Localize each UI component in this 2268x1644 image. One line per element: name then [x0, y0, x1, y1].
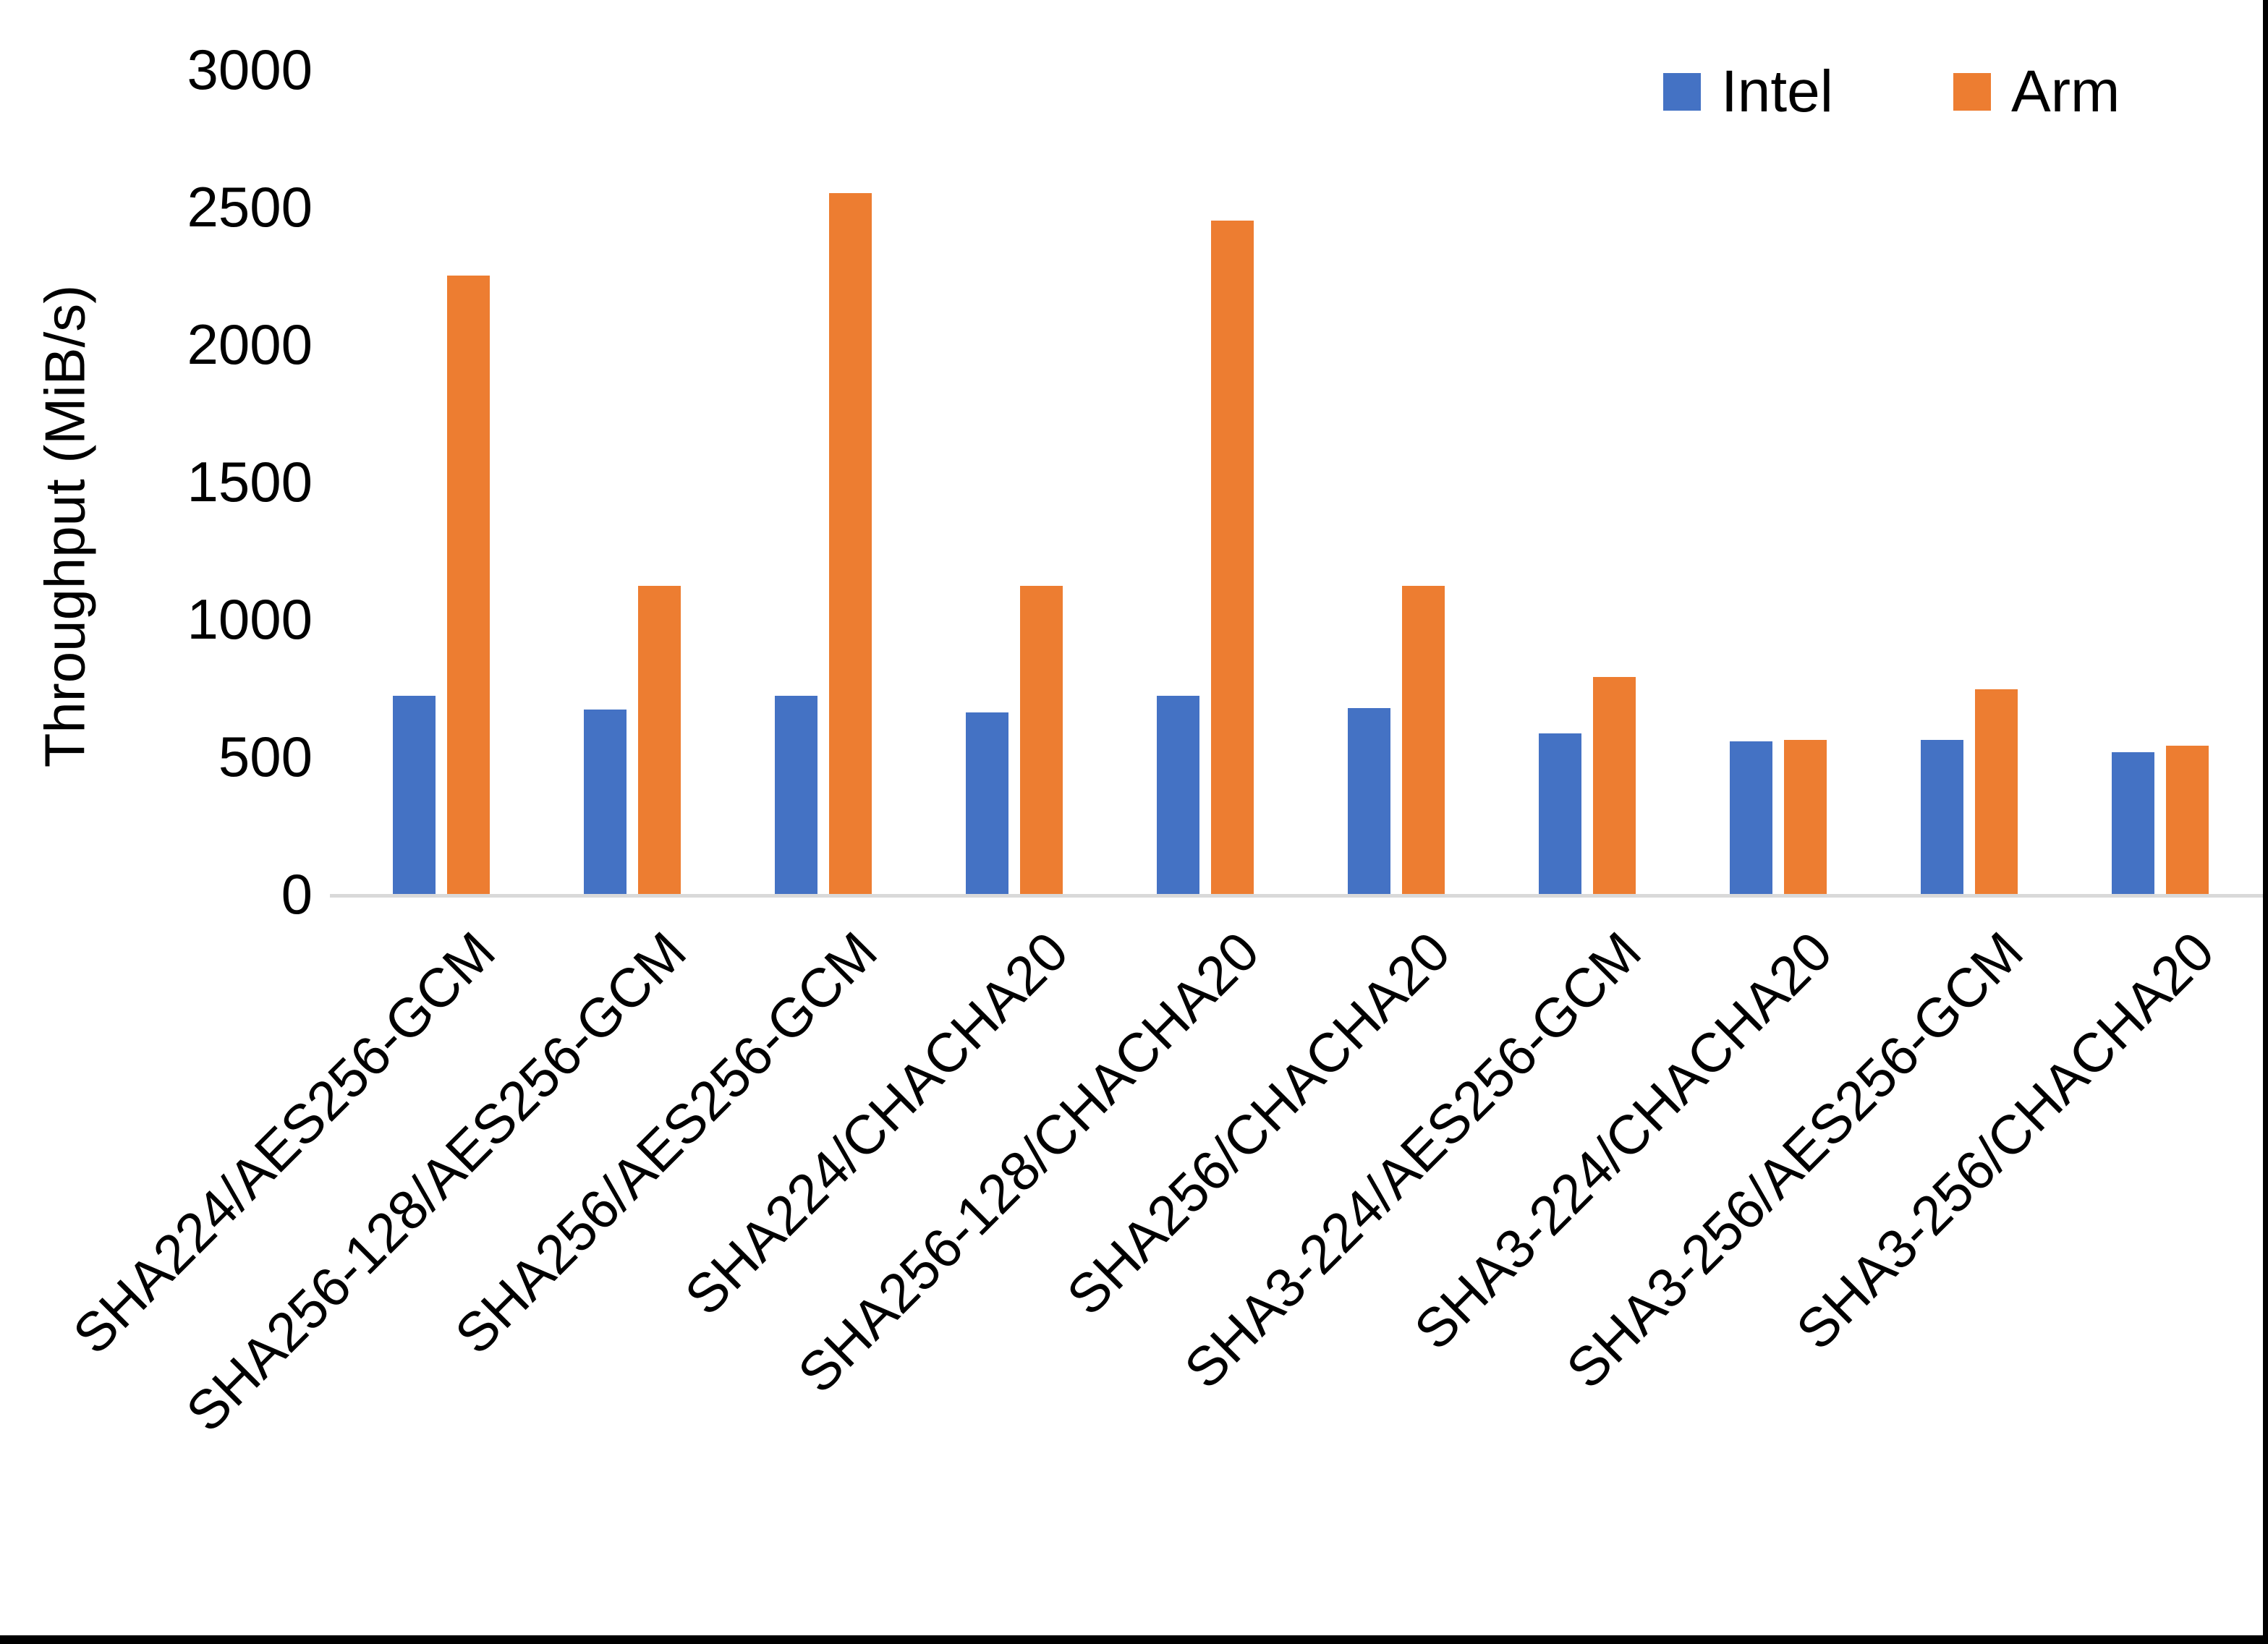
legend-item-intel: Intel [1663, 62, 1833, 122]
bar-intel-10 [2112, 752, 2154, 894]
y-tick-label: 0 [281, 862, 313, 926]
bar-arm-8 [1784, 740, 1827, 894]
bar-intel-5 [1157, 696, 1199, 894]
bar-arm-6 [1402, 586, 1445, 894]
y-tick-label: 1000 [187, 587, 313, 651]
legend-swatch-icon [1953, 73, 1991, 111]
bar-arm-9 [1975, 689, 2018, 894]
bar-arm-3 [829, 193, 872, 894]
bar-intel-7 [1539, 733, 1581, 894]
bar-arm-4 [1020, 586, 1063, 894]
legend-item-arm: Arm [1953, 62, 2120, 122]
plot-area [346, 69, 2256, 894]
legend-swatch-icon [1663, 73, 1701, 111]
y-tick-label: 2000 [187, 312, 313, 376]
bar-arm-2 [638, 586, 681, 894]
bar-arm-10 [2166, 746, 2209, 894]
screenshot-border-right [2263, 0, 2268, 1644]
bar-intel-6 [1348, 708, 1390, 894]
legend-label: Arm [2011, 59, 2120, 124]
category-label: SHA256/CHACHA20 [1055, 920, 1462, 1327]
y-tick-label: 500 [218, 725, 313, 788]
x-axis-line [330, 894, 2263, 898]
bar-intel-4 [966, 712, 1008, 894]
bar-intel-2 [584, 710, 627, 894]
bar-arm-5 [1211, 221, 1254, 894]
y-tick-label: 1500 [187, 450, 313, 514]
category-label: SHA224/CHACHA20 [673, 920, 1080, 1327]
screenshot-border-bottom [0, 1635, 2268, 1644]
legend-label: Intel [1721, 59, 1833, 124]
bar-arm-7 [1593, 677, 1636, 894]
bar-intel-8 [1730, 741, 1772, 894]
bar-intel-1 [393, 696, 436, 894]
y-tick-label: 3000 [187, 38, 313, 101]
y-tick-label: 2500 [187, 175, 313, 239]
bar-arm-1 [447, 276, 490, 894]
bar-intel-3 [775, 696, 817, 894]
bar-intel-9 [1921, 740, 1963, 894]
